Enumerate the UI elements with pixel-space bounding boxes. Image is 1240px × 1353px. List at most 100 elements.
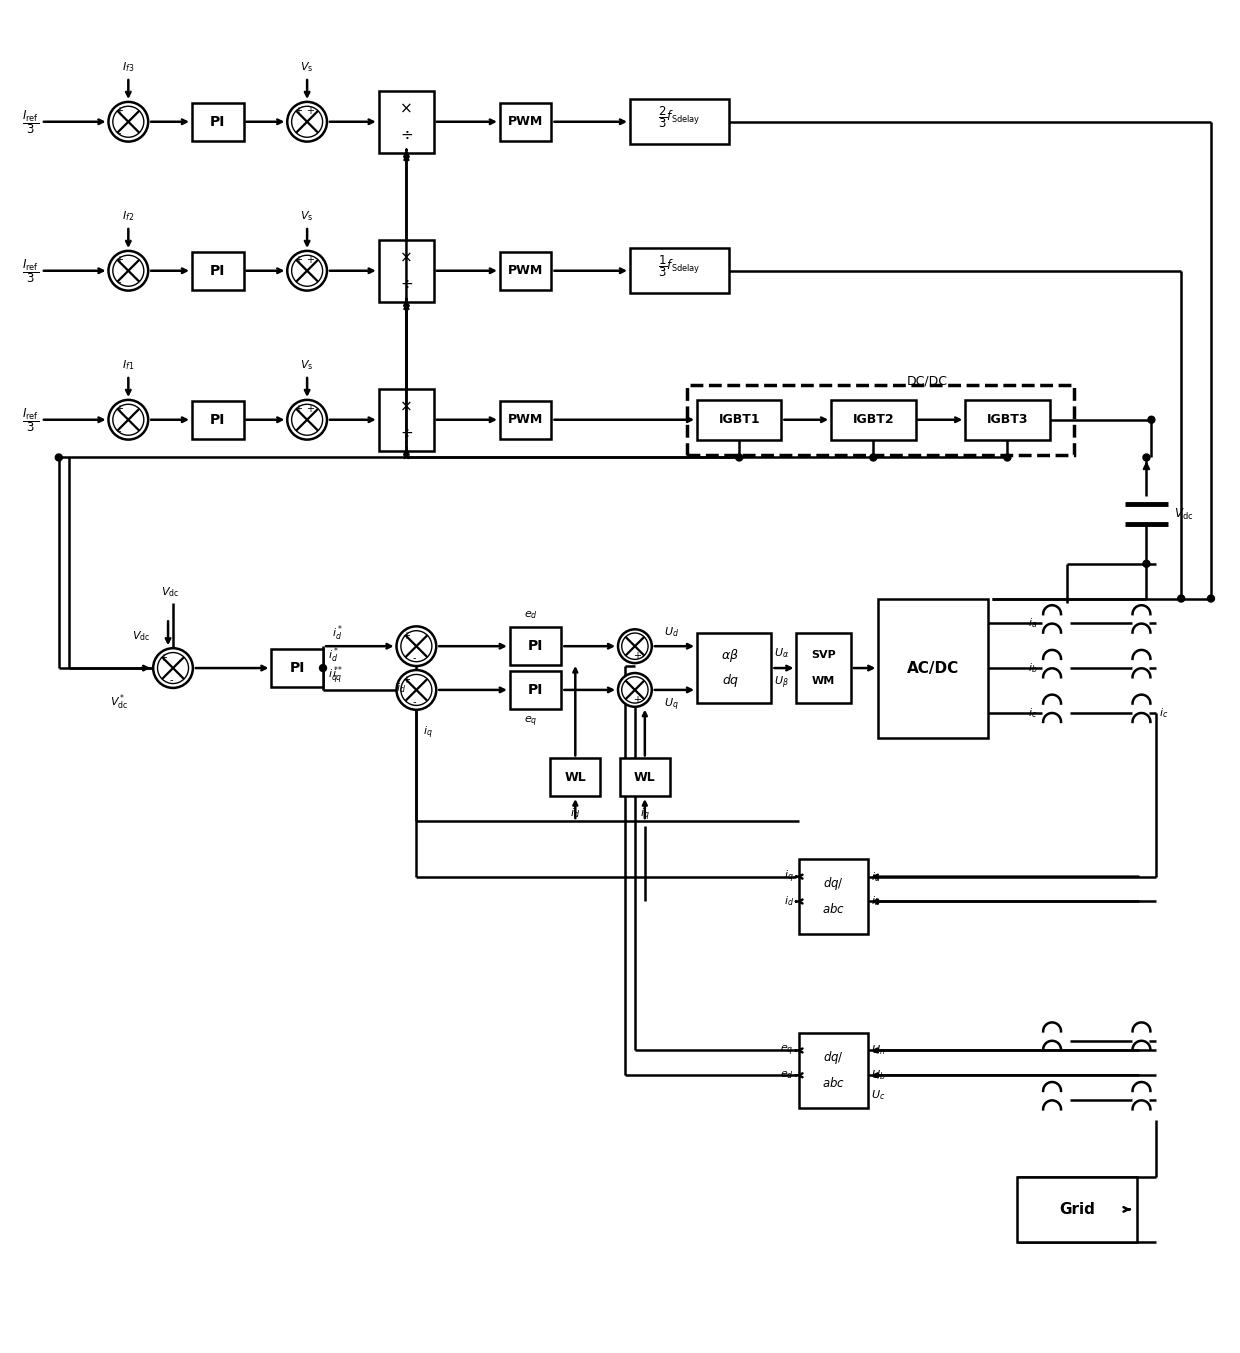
Text: PWM: PWM <box>508 264 543 277</box>
Text: $\dfrac{2}{3}f_{\rm Sdelay}$: $\dfrac{2}{3}f_{\rm Sdelay}$ <box>658 104 701 130</box>
Text: $V_{\rm s}$: $V_{\rm s}$ <box>300 210 314 223</box>
Text: $i_d$: $i_d$ <box>397 681 407 695</box>
Circle shape <box>1004 455 1011 461</box>
Circle shape <box>1208 595 1214 602</box>
Text: $V_{\rm dc}$: $V_{\rm dc}$ <box>131 629 150 643</box>
Text: $\dfrac{I_{\rm ref}}{3}$: $\dfrac{I_{\rm ref}}{3}$ <box>22 406 38 433</box>
FancyBboxPatch shape <box>697 400 781 440</box>
FancyBboxPatch shape <box>831 400 915 440</box>
FancyBboxPatch shape <box>192 400 243 438</box>
Text: -: - <box>118 426 122 436</box>
Text: $abc$: $abc$ <box>822 1076 844 1091</box>
FancyBboxPatch shape <box>630 99 729 145</box>
Text: PI: PI <box>210 115 226 129</box>
Text: IGBT2: IGBT2 <box>852 413 894 426</box>
Text: $i_a$: $i_a$ <box>872 870 880 884</box>
Circle shape <box>1148 417 1154 423</box>
FancyBboxPatch shape <box>379 239 434 302</box>
Text: $i_q^*$: $i_q^*$ <box>327 664 339 687</box>
Text: +: + <box>403 675 410 685</box>
Text: PWM: PWM <box>508 413 543 426</box>
Text: $I_{f1}$: $I_{f1}$ <box>123 359 134 372</box>
Text: $dq$: $dq$ <box>722 672 739 690</box>
Text: $e_d$: $e_d$ <box>523 610 537 621</box>
Text: +: + <box>306 107 314 116</box>
Text: $V_{\rm dc}^*$: $V_{\rm dc}^*$ <box>110 693 128 713</box>
FancyBboxPatch shape <box>965 400 1049 440</box>
Text: $i_b$: $i_b$ <box>872 894 880 908</box>
Text: $\dfrac{I_{\rm ref}}{3}$: $\dfrac{I_{\rm ref}}{3}$ <box>22 108 38 135</box>
Text: ×: × <box>401 101 413 116</box>
FancyBboxPatch shape <box>192 103 243 141</box>
Text: DC/DC: DC/DC <box>906 375 947 387</box>
Text: WL: WL <box>564 771 587 783</box>
Text: -: - <box>170 675 172 685</box>
Text: WM: WM <box>812 676 836 686</box>
Text: +: + <box>306 405 314 414</box>
Text: PI: PI <box>528 683 543 697</box>
Text: ÷: ÷ <box>401 127 413 142</box>
Text: $dq/$: $dq/$ <box>823 1049 844 1066</box>
Circle shape <box>869 455 877 461</box>
FancyBboxPatch shape <box>697 633 771 702</box>
Circle shape <box>735 455 743 461</box>
Circle shape <box>288 101 327 142</box>
Text: ×: × <box>401 250 413 265</box>
Text: Grid: Grid <box>1059 1201 1095 1216</box>
FancyBboxPatch shape <box>500 252 552 290</box>
Text: $i_d^*$: $i_d^*$ <box>327 645 339 666</box>
Text: $U_b$: $U_b$ <box>872 1069 887 1082</box>
Text: $i_d^*$: $i_d^*$ <box>332 624 343 643</box>
Circle shape <box>56 455 62 461</box>
Text: PI: PI <box>528 639 543 653</box>
Text: -: - <box>118 276 122 287</box>
Text: $U_\beta$: $U_\beta$ <box>775 675 790 691</box>
Text: $V_{\rm dc}$: $V_{\rm dc}$ <box>161 584 180 598</box>
Text: $V_{\rm dc}$: $V_{\rm dc}$ <box>1174 506 1194 522</box>
Text: $U_c$: $U_c$ <box>872 1088 885 1103</box>
Text: $U_d$: $U_d$ <box>663 625 678 639</box>
Text: $U_\alpha$: $U_\alpha$ <box>775 647 790 660</box>
Text: $i_q$: $i_q$ <box>640 806 650 823</box>
Text: +: + <box>306 256 314 265</box>
Text: $i_d$: $i_d$ <box>784 894 794 908</box>
Text: WL: WL <box>634 771 656 783</box>
Text: $i_q^*$: $i_q^*$ <box>332 664 343 687</box>
Text: PI: PI <box>210 413 226 426</box>
FancyBboxPatch shape <box>551 759 600 796</box>
Text: $i_q$: $i_q$ <box>784 869 794 885</box>
Text: $U_q$: $U_q$ <box>663 697 678 713</box>
Text: -: - <box>413 653 417 663</box>
Text: +: + <box>115 405 124 414</box>
Text: +: + <box>115 256 124 265</box>
Text: +: + <box>115 107 124 116</box>
Text: $i_c$: $i_c$ <box>1159 706 1168 720</box>
Text: $V_{\rm s}$: $V_{\rm s}$ <box>300 61 314 74</box>
Text: $\alpha\beta$: $\alpha\beta$ <box>722 647 739 663</box>
Text: IGBT1: IGBT1 <box>718 413 760 426</box>
Circle shape <box>397 670 436 710</box>
Text: +: + <box>294 107 303 116</box>
Text: +: + <box>634 694 641 705</box>
Circle shape <box>288 400 327 440</box>
Text: $V_{\rm s}$: $V_{\rm s}$ <box>300 359 314 372</box>
Circle shape <box>618 629 652 663</box>
Text: PI: PI <box>289 662 305 675</box>
Text: $i_b$: $i_b$ <box>1028 662 1037 675</box>
FancyBboxPatch shape <box>630 249 729 294</box>
FancyBboxPatch shape <box>620 759 670 796</box>
Text: +: + <box>294 256 303 265</box>
Circle shape <box>1143 560 1149 567</box>
Circle shape <box>1178 595 1184 602</box>
Text: +: + <box>634 651 641 662</box>
Text: +: + <box>294 405 303 414</box>
FancyBboxPatch shape <box>379 388 434 451</box>
Text: $i_a$: $i_a$ <box>1028 617 1037 630</box>
Text: IGBT3: IGBT3 <box>987 413 1028 426</box>
Text: $e_q$: $e_q$ <box>780 1043 794 1058</box>
Text: -: - <box>624 676 627 686</box>
Text: AC/DC: AC/DC <box>906 660 959 675</box>
Text: $e_d$: $e_d$ <box>780 1069 794 1081</box>
FancyBboxPatch shape <box>510 671 562 709</box>
Text: $\dfrac{1}{3}f_{\rm Sdelay}$: $\dfrac{1}{3}f_{\rm Sdelay}$ <box>658 253 701 279</box>
